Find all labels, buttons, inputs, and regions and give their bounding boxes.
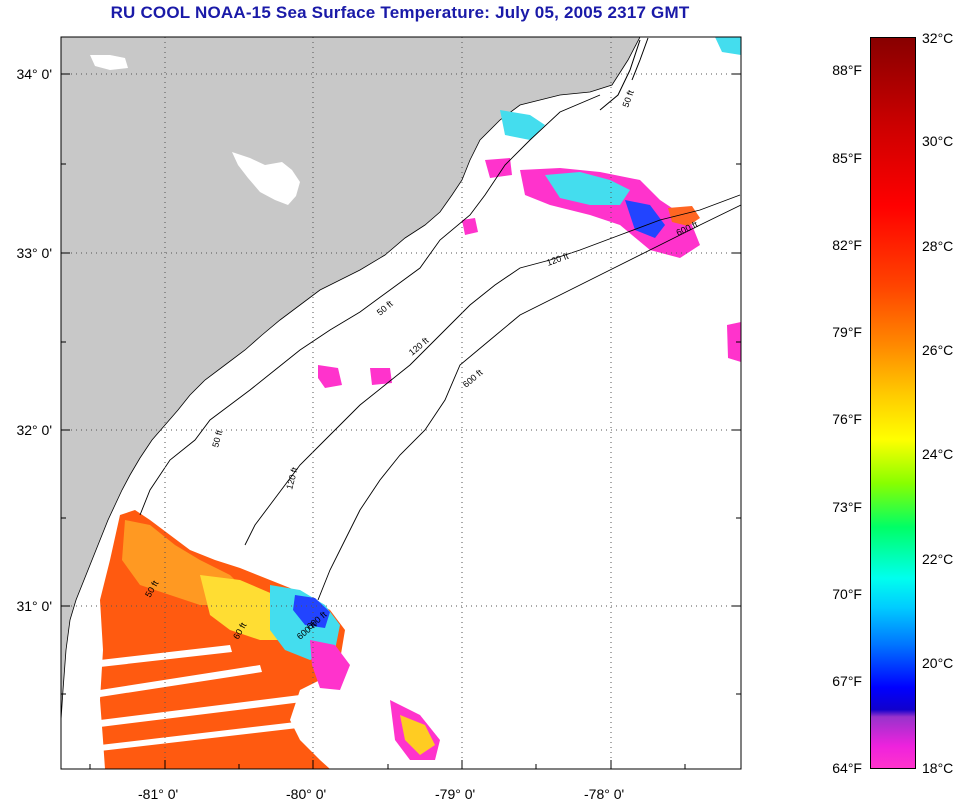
isobath-600ft [317, 204, 742, 601]
isobath-120ft [244, 194, 741, 546]
lake [90, 55, 128, 70]
colorbar-label-f: 82°F [832, 237, 862, 253]
isobath-50ft [139, 94, 601, 516]
cloud-streak [100, 665, 262, 697]
longitude-label: -79° 0' [435, 786, 476, 802]
barrier-island [599, 39, 641, 111]
colorbar-label-c: 18°C [922, 760, 954, 776]
latitude-label: 33° 0' [16, 245, 52, 261]
isobath-label: 50 ft [210, 429, 224, 449]
map-title: RU COOL NOAA-15 Sea Surface Temperature:… [110, 3, 690, 22]
colorbar-label-f: 64°F [832, 760, 862, 776]
latitude-label: 34° 0' [16, 66, 52, 82]
sst-warm-region [400, 715, 435, 755]
colorbar-label-c: 20°C [922, 655, 954, 671]
cloud-streak [100, 645, 232, 667]
colorbar-label-c: 28°C [922, 238, 954, 254]
longitude-label: -78° 0' [584, 786, 625, 802]
colorbar-label-c: 24°C [922, 446, 954, 462]
sst-cool-region [500, 110, 545, 140]
sst-cool-region [545, 172, 630, 205]
colorbar-label-f: 67°F [832, 673, 862, 689]
sst-cool-region [293, 595, 330, 628]
colorbar-label-f: 88°F [832, 62, 862, 78]
colorbar-label-f: 70°F [832, 586, 862, 602]
colorbar-label-f: 76°F [832, 411, 862, 427]
cloud-streak [100, 695, 302, 727]
lake [232, 152, 300, 205]
graticule [61, 37, 741, 769]
ticks [61, 73, 741, 769]
sst-cool-region [310, 640, 350, 690]
barrier-island [631, 37, 649, 81]
sst-cool-region [715, 37, 741, 55]
map-frame [60, 36, 742, 770]
temperature-colorbar [870, 37, 916, 769]
sst-cool-region [318, 365, 342, 388]
colorbar-label-c: 26°C [922, 342, 954, 358]
land-mass [60, 36, 641, 721]
cloud-streak [100, 718, 332, 751]
sst-cool-region [625, 200, 665, 238]
latitude-label: 32° 0' [16, 422, 52, 438]
sst-cool-region [727, 322, 741, 362]
colorbar-label-f: 79°F [832, 324, 862, 340]
colorbar-label-f: 85°F [832, 150, 862, 166]
colorbar-label-c: 32°C [922, 30, 954, 46]
longitude-label: -80° 0' [286, 786, 327, 802]
sst-cool-region [462, 218, 478, 235]
sst-cool-region [485, 158, 512, 178]
longitude-label: -81° 0' [138, 786, 179, 802]
colorbar-label-c: 30°C [922, 133, 954, 149]
sst-warm-region [668, 206, 700, 226]
colorbar-label-f: 73°F [832, 499, 862, 515]
colorbar-label-c: 22°C [922, 551, 954, 567]
latitude-label: 31° 0' [16, 598, 52, 614]
sst-cool-region [370, 368, 392, 385]
